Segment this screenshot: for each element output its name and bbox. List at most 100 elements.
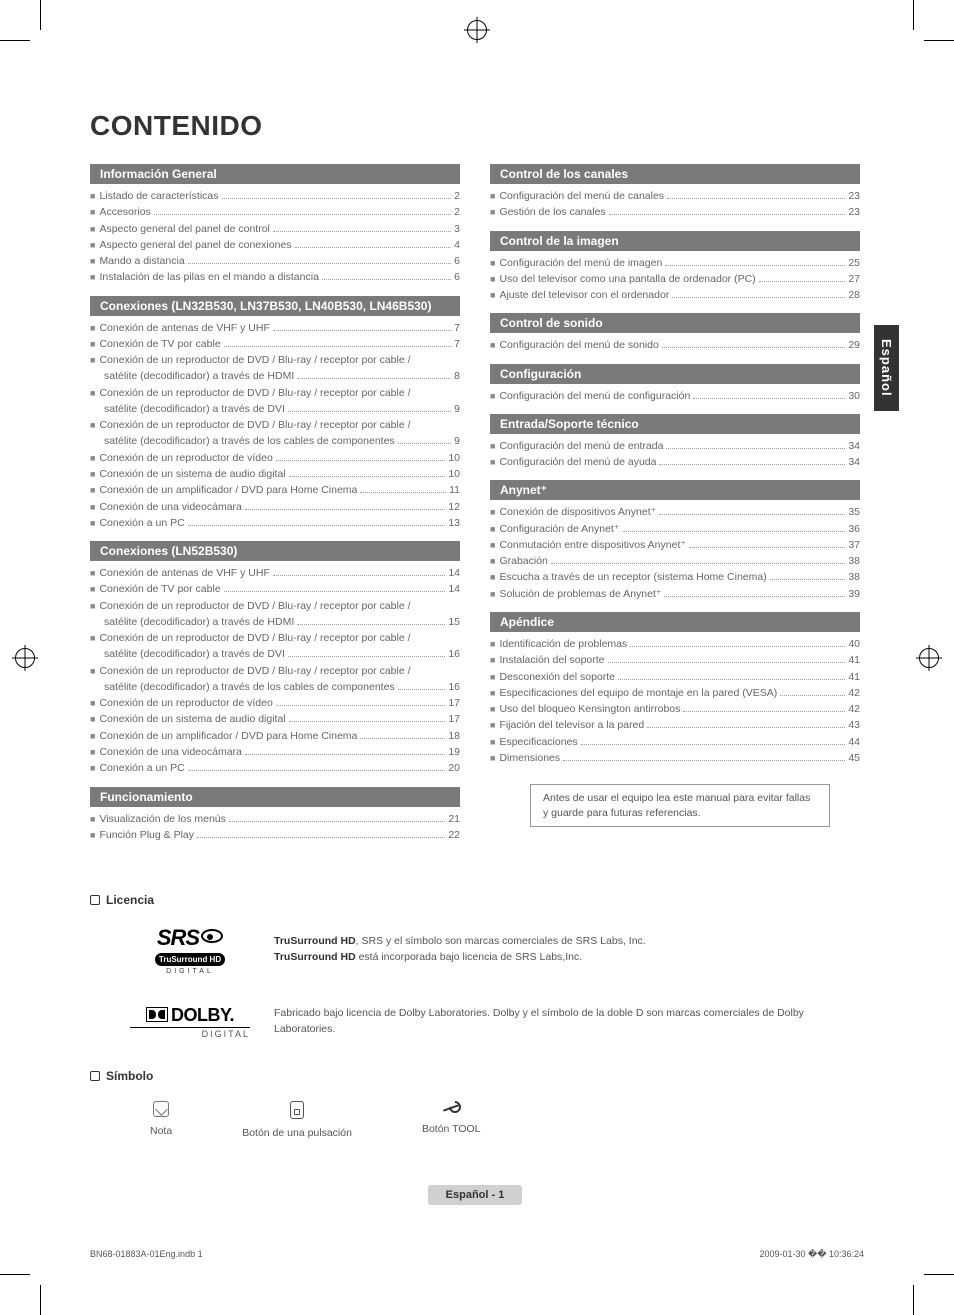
toc-entry: ■Listado de características2 <box>90 188 460 204</box>
srs-logo: SRSTruSurround HDDIGITAL <box>130 925 250 975</box>
crop-mark <box>40 0 41 30</box>
crop-mark <box>913 0 914 30</box>
toc-entry: ■Especificaciones del equipo de montaje … <box>490 685 860 701</box>
toc-entry: ■Gestión de los canales23 <box>490 204 860 220</box>
toc-entry: ■Especificaciones44 <box>490 734 860 750</box>
toc-entry: ■Conexión de TV por cable14 <box>90 581 460 597</box>
toc-entry: ■Instalación de las pilas en el mando a … <box>90 269 460 285</box>
simbolo-label: Nota <box>150 1125 172 1137</box>
toc-entry-continuation: satélite (decodificador) a través de HDM… <box>90 368 460 384</box>
toc-entry: ■Desconexión del soporte41 <box>490 669 860 685</box>
toc-entry: ■Instalación del soporte41 <box>490 652 860 668</box>
licencia-row: SRSTruSurround HDDIGITAL TruSurround HD, … <box>90 925 860 975</box>
section-header: Conexiones (LN52B530) <box>90 541 460 561</box>
tool-icon <box>443 1101 459 1115</box>
nota-icon <box>153 1101 169 1117</box>
simbolo-item: Botón de una pulsación <box>242 1101 352 1139</box>
crop-mark <box>913 1285 914 1315</box>
section-header: Funcionamiento <box>90 787 460 807</box>
toc-entry: ■Conexión de un reproductor de DVD / Blu… <box>90 352 460 368</box>
toc-entry: ■Accesorios2 <box>90 204 460 220</box>
toc-entry: ■Configuración del menú de sonido29 <box>490 337 860 353</box>
section-header: Configuración <box>490 364 860 384</box>
licencia-title: Licencia <box>90 893 860 907</box>
page-number: Español - 1 <box>90 1189 860 1201</box>
toc-entry: ■Aspecto general del panel de control3 <box>90 221 460 237</box>
toc-columns: Información General ■Listado de caracterí… <box>90 154 860 843</box>
simbolo-title: Símbolo <box>90 1069 860 1083</box>
toc-entry: ■Configuración del menú de entrada34 <box>490 438 860 454</box>
toc-entry: ■Uso del televisor como una pantalla de … <box>490 271 860 287</box>
toc-entry-continuation: satélite (decodificador) a través de HDM… <box>90 614 460 630</box>
simbolo-label: Botón de una pulsación <box>242 1127 352 1139</box>
section-header: Entrada/Soporte técnico <box>490 414 860 434</box>
licencia-section: Licencia SRSTruSurround HDDIGITAL TruSurr… <box>90 893 860 1039</box>
toc-entry: ■Conexión de un reproductor de vídeo17 <box>90 695 460 711</box>
toc-entry: ■Aspecto general del panel de conexiones… <box>90 237 460 253</box>
toc-entry: ■Conexión de un sistema de audio digital… <box>90 711 460 727</box>
simbolo-item: Botón TOOL <box>422 1101 481 1139</box>
toc-entry: ■Conexión de un reproductor de DVD / Blu… <box>90 630 460 646</box>
toc-entry: ■Configuración del menú de imagen25 <box>490 255 860 271</box>
toc-entry: ■Fijación del televisor a la pared43 <box>490 717 860 733</box>
footer-filename: BN68-01883A-01Eng.indb 1 <box>90 1249 203 1260</box>
toc-entry: ■Conexión de un amplificador / DVD para … <box>90 482 460 498</box>
simbolo-label: Botón TOOL <box>422 1123 481 1135</box>
licencia-text: TruSurround HD, SRS y el símbolo son mar… <box>274 934 646 966</box>
toc-entry: ■Solución de problemas de Anynet⁺39 <box>490 586 860 602</box>
toc-entry: ■Conexión de un reproductor de DVD / Blu… <box>90 598 460 614</box>
toc-entry: ■Conexión de una videocámara19 <box>90 744 460 760</box>
registration-mark <box>919 648 939 668</box>
toc-entry: ■Conexión de dispositivos Anynet⁺35 <box>490 504 860 520</box>
toc-entry-continuation: satélite (decodificador) a través de DVI… <box>90 401 460 417</box>
toc-entry: ■Visualización de los menús21 <box>90 811 460 827</box>
section-header: Anynet⁺ <box>490 480 860 500</box>
section-header: Control de sonido <box>490 313 860 333</box>
section-header: Conexiones (LN32B530, LN37B530, LN40B530… <box>90 296 460 316</box>
toc-entry: ■Conexión de un reproductor de vídeo10 <box>90 450 460 466</box>
page-title: CONTENIDO <box>90 110 860 142</box>
toc-entry: ■Conexión de un reproductor de DVD / Blu… <box>90 417 460 433</box>
section-header: Información General <box>90 164 460 184</box>
note-box: Antes de usar el equipo lea este manual … <box>530 784 830 827</box>
toc-entry: ■Dimensiones45 <box>490 750 860 766</box>
registration-mark <box>467 20 487 40</box>
crop-mark <box>924 40 954 41</box>
toc-left-column: Información General ■Listado de caracterí… <box>90 154 460 843</box>
crop-mark <box>924 1274 954 1275</box>
registration-mark <box>15 648 35 668</box>
toc-entry: ■Conexión de un reproductor de DVD / Blu… <box>90 385 460 401</box>
section-header: Control de la imagen <box>490 231 860 251</box>
toc-entry: ■Configuración del menú de canales23 <box>490 188 860 204</box>
page-content: Español CONTENIDO Información General■Li… <box>90 110 860 1201</box>
crop-mark <box>0 40 30 41</box>
toc-entry: ■Conexión de un amplificador / DVD para … <box>90 728 460 744</box>
toc-entry: ■Conexión de una videocámara12 <box>90 499 460 515</box>
footer-meta: BN68-01883A-01Eng.indb 1 2009-01-30 �� 1… <box>90 1249 864 1260</box>
section-header: Apéndice <box>490 612 860 632</box>
toc-entry-continuation: satélite (decodificador) a través de los… <box>90 679 460 695</box>
toc-entry: ■Configuración de Anynet⁺36 <box>490 521 860 537</box>
toc-entry: ■Conexión a un PC13 <box>90 515 460 531</box>
licencia-text: Fabricado bajo licencia de Dolby Laborat… <box>274 1006 860 1038</box>
toc-entry: ■Conexión de un sistema de audio digital… <box>90 466 460 482</box>
toc-entry: ■Conexión de antenas de VHF y UHF7 <box>90 320 460 336</box>
pulsa-icon <box>290 1101 304 1119</box>
crop-mark <box>0 1274 30 1275</box>
toc-entry: ■Identificación de problemas40 <box>490 636 860 652</box>
toc-entry: ■Función Plug & Play22 <box>90 827 460 843</box>
simbolo-item: Nota <box>150 1101 172 1139</box>
toc-entry: ■Configuración del menú de ayuda34 <box>490 454 860 470</box>
toc-entry: ■Conexión de antenas de VHF y UHF14 <box>90 565 460 581</box>
toc-right-column: Control de los canales■Configuración del… <box>490 154 860 843</box>
toc-entry: ■Conexión a un PC20 <box>90 760 460 776</box>
footer-timestamp: 2009-01-30 �� 10:36:24 <box>759 1249 864 1260</box>
dolby-logo: DOLBY.DIGITAL <box>130 1005 250 1039</box>
crop-mark <box>40 1285 41 1315</box>
toc-entry-continuation: satélite (decodificador) a través de los… <box>90 433 460 449</box>
toc-entry: ■Conexión de un reproductor de DVD / Blu… <box>90 663 460 679</box>
toc-entry: ■Conmutación entre dispositivos Anynet⁺3… <box>490 537 860 553</box>
language-tab: Español <box>874 325 899 411</box>
simbolo-section: Símbolo Nota Botón de una pulsación Botón … <box>90 1069 860 1139</box>
toc-entry: ■Mando a distancia6 <box>90 253 460 269</box>
